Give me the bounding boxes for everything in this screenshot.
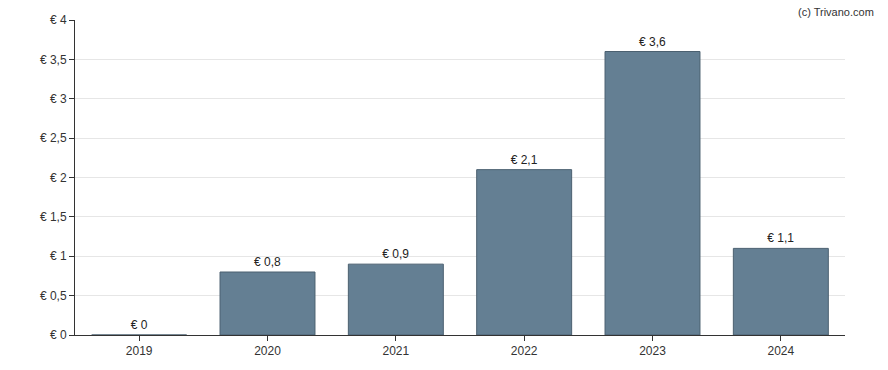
- svg-text:€ 3,6: € 3,6: [639, 35, 666, 49]
- svg-text:€ 2,1: € 2,1: [511, 153, 538, 167]
- svg-text:2022: 2022: [511, 344, 538, 358]
- svg-text:€ 2: € 2: [50, 171, 67, 185]
- svg-text:€ 3: € 3: [50, 92, 67, 106]
- svg-text:2019: 2019: [126, 344, 153, 358]
- svg-text:2024: 2024: [767, 344, 794, 358]
- svg-text:€ 1,5: € 1,5: [40, 210, 67, 224]
- svg-text:€ 0: € 0: [131, 318, 148, 332]
- svg-text:€ 2,5: € 2,5: [40, 131, 67, 145]
- svg-text:(c) Trivano.com: (c) Trivano.com: [798, 6, 874, 18]
- svg-text:2020: 2020: [254, 344, 281, 358]
- svg-text:€ 0,5: € 0,5: [40, 289, 67, 303]
- svg-text:2023: 2023: [639, 344, 666, 358]
- svg-text:€ 4: € 4: [50, 13, 67, 27]
- svg-text:€ 3,5: € 3,5: [40, 53, 67, 67]
- svg-text:€ 0,8: € 0,8: [254, 255, 281, 269]
- svg-text:€ 0,9: € 0,9: [382, 247, 409, 261]
- svg-text:€ 1: € 1: [50, 249, 67, 263]
- svg-text:€ 0: € 0: [50, 328, 67, 342]
- svg-text:2021: 2021: [382, 344, 409, 358]
- svg-text:€ 1,1: € 1,1: [767, 231, 794, 245]
